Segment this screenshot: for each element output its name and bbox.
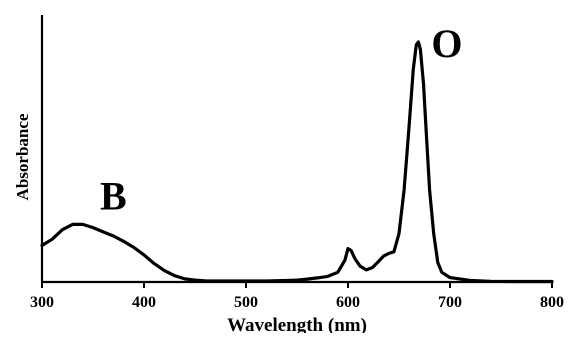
x-tick-label: 400 (132, 294, 156, 311)
absorbance-series-line (40, 40, 554, 284)
peak-label-o: O (431, 21, 462, 66)
peak-label-b: B (100, 173, 127, 218)
peak-annotations: BO (100, 21, 462, 218)
x-axis-ticks: 300 400 500 600 700 800 (30, 282, 564, 311)
x-tick-label: 300 (30, 294, 54, 311)
y-axis-label: Absorbance (13, 113, 32, 200)
x-tick-label: 500 (234, 294, 258, 311)
x-tick-label: 700 (438, 294, 462, 311)
x-tick-label: 600 (336, 294, 360, 311)
x-tick-label: 800 (540, 294, 564, 311)
x-axis-label: Wavelength (nm) (227, 315, 367, 333)
